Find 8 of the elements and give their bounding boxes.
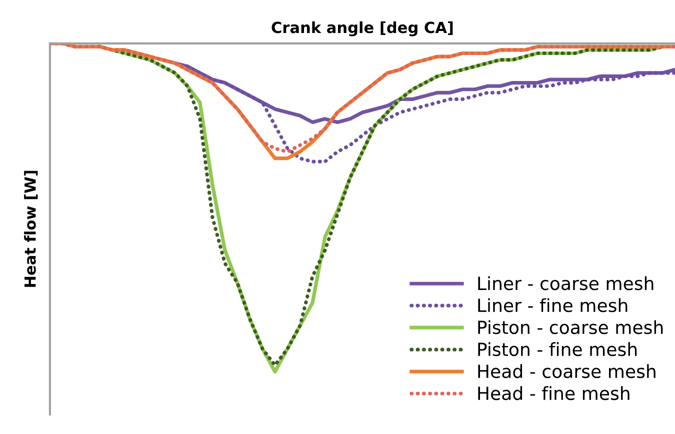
- legend-label: Liner - coarse mesh: [478, 276, 654, 290]
- legend-label: Head - fine mesh: [478, 386, 630, 400]
- legend-label: Piston - fine mesh: [478, 342, 637, 356]
- x-axis-title: Crank angle [deg CA]: [272, 21, 453, 36]
- legend-label: Liner - fine mesh: [478, 298, 628, 312]
- legend-label: Head - coarse mesh: [478, 364, 656, 378]
- y-axis-title: Heat flow [W]: [24, 170, 38, 287]
- legend-label: Piston - coarse mesh: [478, 320, 663, 334]
